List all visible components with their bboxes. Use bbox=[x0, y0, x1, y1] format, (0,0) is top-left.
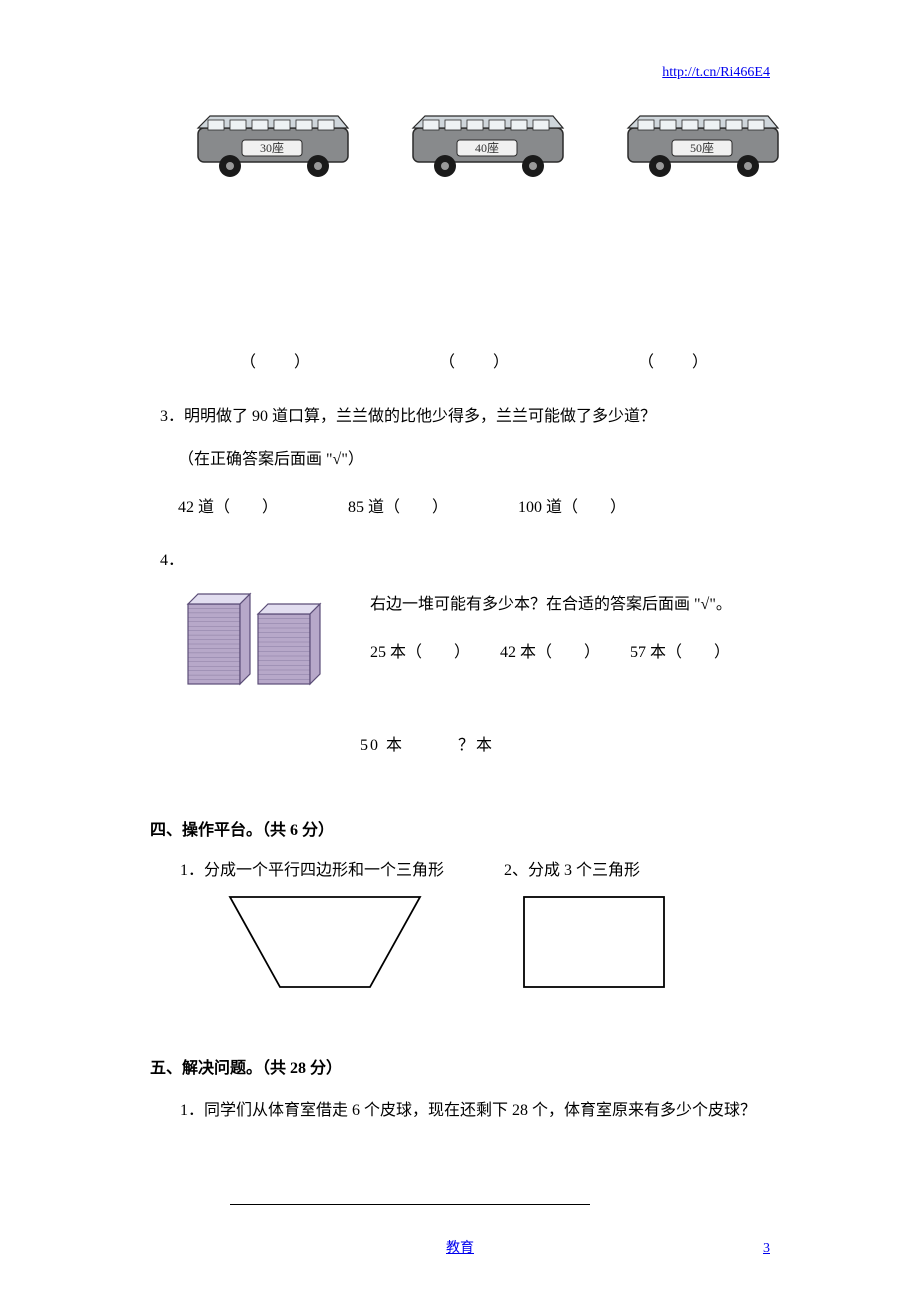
page-number: 3 bbox=[763, 1238, 770, 1260]
section4-item1: 1．分成一个平行四边形和一个三角形 bbox=[180, 858, 444, 884]
q3-options: 42 道（ ） 85 道（ ） 100 道（ ） bbox=[178, 495, 770, 521]
bus-answer-row: （ ） （ ） （ ） bbox=[240, 350, 710, 376]
q3-prompt: 3．明明做了 90 道口算，兰兰做的比他少得多，兰兰可能做了多少道？ bbox=[160, 404, 770, 430]
section4-item2: 2、分成 3 个三角形 bbox=[504, 858, 674, 884]
svg-text:30座: 30座 bbox=[260, 140, 284, 155]
svg-text:50座: 50座 bbox=[690, 140, 714, 155]
section5-q1: 1．同学们从体育室借走 6 个皮球，现在还剩下 28 个，体育室原来有多少个皮球… bbox=[180, 1098, 770, 1124]
q4-options: 25 本（ ） 42 本（ ） 57 本（ ） bbox=[370, 640, 770, 666]
answer-line[interactable] bbox=[230, 1203, 590, 1205]
q3-opt-42[interactable]: 42 道（ ） bbox=[178, 495, 278, 521]
q4-opt-42[interactable]: 42 本（ ） bbox=[500, 640, 600, 666]
q3-opt-100[interactable]: 100 道（ ） bbox=[518, 495, 626, 521]
q4-opt-57[interactable]: 57 本（ ） bbox=[630, 640, 730, 666]
bus-30-image: 30座 bbox=[190, 110, 360, 180]
svg-text:40座: 40座 bbox=[475, 140, 499, 155]
q3-note: （在正确答案后面画 "√"） bbox=[178, 447, 770, 473]
q4-opt-25[interactable]: 25 本（ ） bbox=[370, 640, 470, 666]
footer-link[interactable]: 教育 bbox=[446, 1238, 474, 1260]
q3-opt-85[interactable]: 85 道（ ） bbox=[348, 495, 448, 521]
q4-label: 4． bbox=[160, 548, 770, 574]
header-link[interactable]: http://t.cn/Ri466E4 bbox=[662, 62, 770, 84]
bus-40-image: 40座 bbox=[405, 110, 575, 180]
books-image bbox=[180, 584, 330, 703]
bus3-paren[interactable]: （ ） bbox=[638, 350, 710, 376]
bus2-paren[interactable]: （ ） bbox=[439, 350, 511, 376]
trapezoid-shape[interactable] bbox=[210, 887, 440, 997]
footer: 教育 bbox=[0, 1238, 920, 1260]
section5-title: 五、解决问题。（共 28 分） bbox=[150, 1056, 770, 1082]
q4-below-labels: 50 本 ？本 bbox=[360, 733, 770, 759]
section4-title: 四、操作平台。（共 6 分） bbox=[150, 818, 770, 844]
bus1-paren[interactable]: （ ） bbox=[240, 350, 312, 376]
q4-prompt: 右边一堆可能有多少本？在合适的答案后面画 "√"。 bbox=[370, 592, 770, 618]
rectangle-shape[interactable] bbox=[514, 887, 674, 997]
bus-50-image: 50座 bbox=[620, 110, 790, 180]
bus-row: 30座 40座 50座 bbox=[190, 110, 790, 180]
